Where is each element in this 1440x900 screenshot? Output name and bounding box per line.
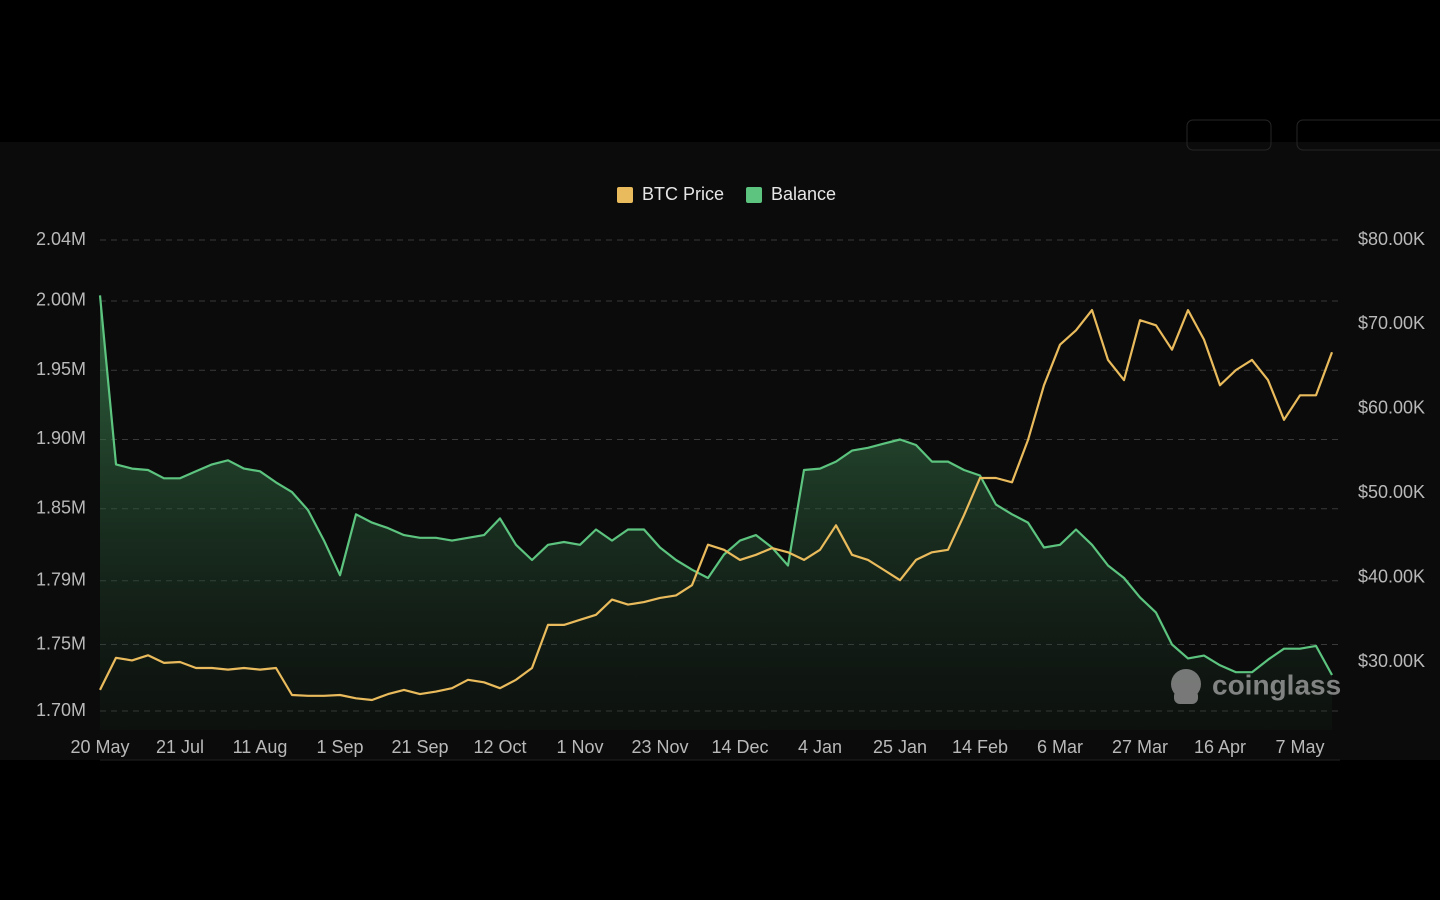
legend-swatch [617, 187, 633, 203]
legend-label: BTC Price [642, 184, 724, 204]
plot: 1.70M 1.75M 1.79M 1.85M 1.90M 1.95M 2.00M 2.04M… [36, 229, 1425, 757]
y-tick-label: 2.04M [36, 229, 86, 249]
y2-tick-label: $70.00K [1358, 313, 1425, 333]
x-tick-label: 20 May [70, 737, 129, 757]
x-tick-label: 16 Apr [1194, 737, 1246, 757]
y-tick-label: 1.75M [36, 633, 86, 653]
x-tick-label: 11 Aug [233, 737, 288, 757]
y-tick-label: 1.79M [36, 570, 86, 590]
x-tick-label: 1 Nov [556, 737, 603, 757]
x-tick-label: 25 Jan [873, 737, 927, 757]
line [98, 295, 1333, 676]
area [100, 295, 1332, 730]
x-tick-label: 23 Nov [631, 737, 688, 757]
y2-tick-label: $60.00K [1358, 398, 1425, 418]
y-tick-label: 1.90M [36, 428, 86, 448]
x-tick-label: 7 May [1275, 737, 1324, 757]
x-tick-label: 14 Feb [952, 737, 1008, 757]
y2-tick-label: $50.00K [1358, 482, 1425, 502]
legend-swatch [746, 187, 763, 203]
x-tick-label: 12 Oct [473, 737, 526, 757]
y2-tick-label: $80.00K [1358, 229, 1425, 249]
watermark-text: coinglass [1212, 669, 1341, 700]
toolbar-button[interactable] [1186, 119, 1272, 151]
y-tick-label: 1.70M [36, 700, 86, 720]
y-tick-label: 1.85M [36, 497, 86, 517]
legend: BTC Price Balance [617, 184, 836, 204]
watermark: coinglass [1171, 669, 1341, 704]
y2-tick-label: $40.00K [1358, 566, 1425, 586]
line [99, 309, 1334, 702]
y-tick-label: 2.00M [36, 290, 86, 310]
y2-tick-label: $30.00K [1358, 651, 1425, 671]
x-tick-label: 4 Jan [798, 737, 842, 757]
toolbar-button[interactable] [1296, 119, 1440, 151]
x-tick-label: 14 Dec [711, 737, 768, 757]
x-tick-label: 21 Sep [391, 737, 448, 757]
x-tick-label: 27 Mar [1112, 737, 1168, 757]
x-tick-label: 21 Jul [156, 737, 204, 757]
y-tick-label: 1.95M [36, 359, 86, 379]
x-tick-label: 6 Mar [1037, 737, 1083, 757]
x-tick-label: 1 Sep [316, 737, 363, 757]
legend-label: Balance [771, 184, 836, 204]
